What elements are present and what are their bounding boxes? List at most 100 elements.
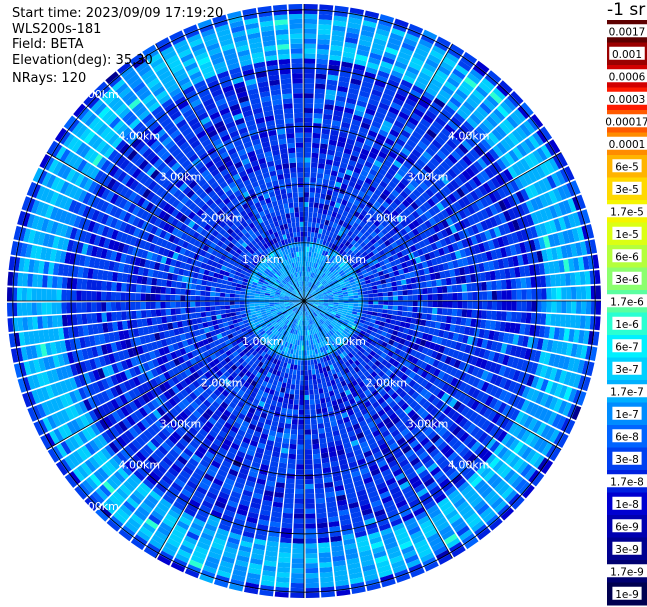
range-bin bbox=[441, 127, 453, 139]
range-bin bbox=[452, 349, 460, 359]
range-bin bbox=[297, 444, 304, 450]
range-bin bbox=[333, 245, 339, 251]
range-bin bbox=[308, 216, 313, 223]
range-bin bbox=[468, 178, 478, 190]
range-bin bbox=[565, 287, 572, 300]
range-bin bbox=[553, 260, 560, 274]
range-bin bbox=[330, 243, 336, 250]
range-bin bbox=[320, 138, 329, 145]
range-bin bbox=[449, 367, 458, 377]
range-bin bbox=[382, 292, 389, 297]
range-bin bbox=[392, 234, 400, 242]
range-bin bbox=[419, 154, 430, 165]
range-bin bbox=[478, 348, 486, 359]
range-bin bbox=[419, 204, 428, 213]
range-bin bbox=[313, 301, 319, 303]
range-bin bbox=[474, 187, 484, 199]
range-bin bbox=[342, 289, 348, 293]
range-bin bbox=[332, 222, 338, 229]
range-bin bbox=[480, 486, 494, 499]
range-bin bbox=[390, 392, 399, 400]
range-bin bbox=[349, 83, 361, 91]
range-bin bbox=[314, 192, 321, 199]
range-bin bbox=[466, 72, 481, 85]
range-bin bbox=[390, 164, 400, 173]
range-bin bbox=[431, 397, 441, 407]
range-bin bbox=[314, 247, 318, 254]
range-bin bbox=[434, 272, 441, 280]
range-bin bbox=[279, 542, 292, 549]
range-bin bbox=[498, 224, 507, 236]
range-bin bbox=[370, 371, 378, 378]
range-bin bbox=[292, 538, 304, 544]
range-bin bbox=[313, 285, 318, 290]
range-bin bbox=[416, 376, 425, 385]
range-bin bbox=[495, 125, 507, 138]
range-bin bbox=[316, 307, 322, 311]
range-bin bbox=[503, 391, 513, 404]
range-bin bbox=[278, 376, 284, 383]
range-bin bbox=[387, 309, 393, 315]
range-bin bbox=[376, 329, 383, 335]
range-bin bbox=[396, 378, 405, 387]
range-bin bbox=[380, 242, 387, 250]
range-bin bbox=[404, 322, 411, 329]
range-bin bbox=[498, 212, 507, 224]
range-bin bbox=[289, 393, 295, 400]
range-bin bbox=[352, 263, 358, 269]
range-bin bbox=[304, 335, 307, 341]
range-bin bbox=[352, 308, 358, 313]
range-bin bbox=[344, 143, 354, 151]
range-bin bbox=[460, 406, 471, 417]
range-bin bbox=[567, 357, 576, 372]
range-bin bbox=[489, 320, 496, 331]
range-bin bbox=[314, 197, 320, 204]
range-bin bbox=[429, 375, 437, 384]
range-bin bbox=[346, 255, 352, 261]
range-bin bbox=[358, 341, 365, 348]
range-bin bbox=[310, 283, 314, 289]
range-bin bbox=[546, 248, 554, 261]
range-bin bbox=[382, 309, 388, 314]
range-bin bbox=[409, 244, 417, 253]
range-bin bbox=[385, 155, 395, 164]
range-bin bbox=[496, 142, 508, 155]
range-bin bbox=[298, 355, 302, 361]
range-bin bbox=[545, 313, 552, 326]
range-bin bbox=[415, 337, 422, 345]
range-bin bbox=[425, 274, 431, 281]
range-bin bbox=[423, 164, 433, 175]
range-bin bbox=[383, 301, 389, 305]
range-bin bbox=[451, 165, 461, 176]
range-bin bbox=[461, 309, 468, 318]
range-bin bbox=[529, 403, 540, 417]
range-bin bbox=[498, 199, 507, 212]
range-bin bbox=[312, 453, 321, 460]
range-bin bbox=[322, 123, 331, 130]
range-bin bbox=[497, 236, 505, 248]
range-bin bbox=[388, 296, 394, 301]
range-bin bbox=[304, 434, 312, 440]
range-bin bbox=[429, 406, 439, 417]
range-bin bbox=[322, 178, 330, 185]
range-bin bbox=[440, 255, 448, 264]
range-bin bbox=[324, 391, 330, 398]
range-bin bbox=[323, 305, 329, 308]
range-bin bbox=[279, 547, 292, 554]
range-bin bbox=[308, 296, 314, 300]
range-bin bbox=[395, 214, 404, 223]
range-bin bbox=[315, 274, 319, 280]
range-bin bbox=[521, 289, 527, 300]
range-bin bbox=[494, 270, 501, 280]
range-bin bbox=[424, 340, 432, 349]
range-bin bbox=[316, 522, 328, 529]
range-bin bbox=[495, 248, 503, 259]
range-bin bbox=[330, 329, 336, 334]
range-bin bbox=[383, 337, 390, 344]
range-bin bbox=[295, 384, 300, 390]
range-bin bbox=[358, 333, 365, 339]
range-bin bbox=[410, 426, 420, 435]
range-bin bbox=[358, 153, 368, 161]
range-bin bbox=[496, 290, 502, 300]
range-bin bbox=[425, 147, 436, 157]
